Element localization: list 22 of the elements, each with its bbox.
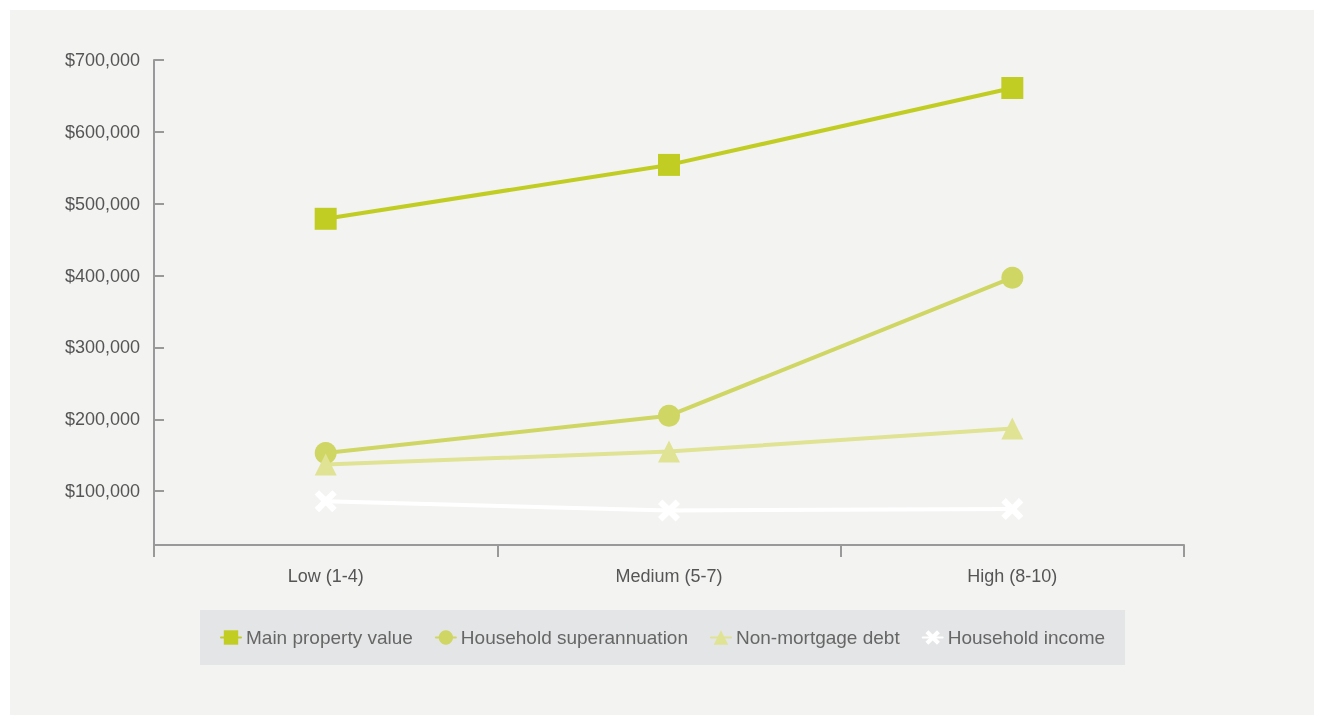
y-tick-label: $500,000 — [64, 193, 140, 214]
y-tick-label: $300,000 — [64, 337, 140, 358]
x-tick-label: Medium (5-7) — [615, 566, 723, 586]
x-tick-label: Low (1-4) — [287, 566, 364, 586]
point — [1001, 417, 1024, 440]
y-tick-label: $100,000 — [64, 481, 140, 502]
y-tick-label: $600,000 — [64, 121, 140, 142]
point — [658, 440, 680, 463]
point — [658, 153, 680, 176]
legend-label: Household superannuation — [460, 627, 688, 648]
x-tick-label: High (8-10) — [967, 566, 1058, 586]
point — [314, 207, 337, 230]
legend-label: Household income — [947, 627, 1106, 648]
y-tick-label: $400,000 — [64, 265, 140, 286]
y-tick-label: $700,000 — [64, 50, 140, 70]
y-tick-label: $200,000 — [64, 409, 140, 430]
point — [314, 453, 337, 476]
point — [1001, 77, 1024, 100]
legend-label: Main property value — [246, 627, 413, 648]
point — [658, 404, 680, 427]
legend-label: Non-mortgage debt — [735, 627, 901, 648]
point — [1001, 266, 1024, 289]
